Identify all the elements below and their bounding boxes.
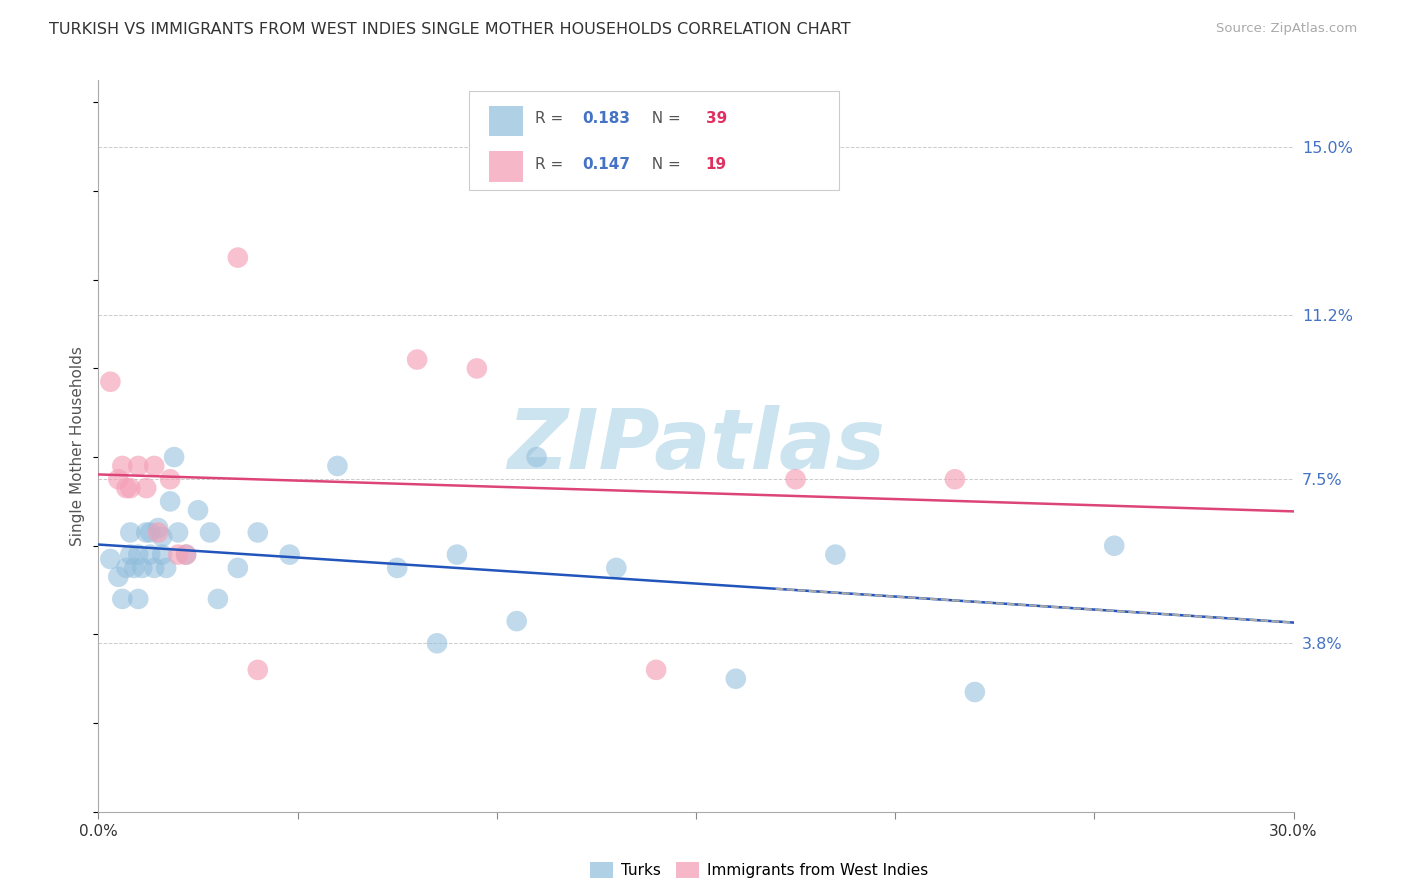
Text: N =: N = bbox=[643, 112, 686, 126]
Point bbox=[605, 561, 627, 575]
Text: 19: 19 bbox=[706, 157, 727, 172]
Point bbox=[963, 685, 986, 699]
Point bbox=[155, 561, 177, 575]
Point bbox=[167, 525, 190, 540]
Point bbox=[150, 530, 173, 544]
Point bbox=[187, 503, 209, 517]
Text: ZIPatlas: ZIPatlas bbox=[508, 406, 884, 486]
Point bbox=[115, 481, 138, 495]
Text: 0.183: 0.183 bbox=[582, 112, 630, 126]
Point bbox=[98, 552, 122, 566]
Point bbox=[465, 361, 488, 376]
Point bbox=[98, 375, 122, 389]
Point bbox=[446, 548, 468, 562]
Point bbox=[326, 458, 349, 473]
Point bbox=[226, 251, 249, 265]
Point bbox=[120, 548, 142, 562]
Point bbox=[1104, 539, 1126, 553]
Point bbox=[167, 548, 190, 562]
Text: R =: R = bbox=[534, 112, 568, 126]
Text: TURKISH VS IMMIGRANTS FROM WEST INDIES SINGLE MOTHER HOUSEHOLDS CORRELATION CHAR: TURKISH VS IMMIGRANTS FROM WEST INDIES S… bbox=[49, 22, 851, 37]
Point bbox=[148, 521, 170, 535]
Point bbox=[943, 472, 966, 486]
Point bbox=[131, 561, 153, 575]
Point bbox=[120, 481, 142, 495]
Point bbox=[724, 672, 747, 686]
Text: 0.147: 0.147 bbox=[582, 157, 630, 172]
Point bbox=[150, 548, 173, 562]
Point bbox=[111, 458, 134, 473]
Point bbox=[824, 548, 846, 562]
FancyBboxPatch shape bbox=[470, 91, 839, 190]
Point bbox=[385, 561, 409, 575]
Point bbox=[174, 548, 197, 562]
FancyBboxPatch shape bbox=[489, 105, 523, 136]
Point bbox=[143, 458, 166, 473]
Point bbox=[127, 458, 149, 473]
Text: Source: ZipAtlas.com: Source: ZipAtlas.com bbox=[1216, 22, 1357, 36]
Point bbox=[278, 548, 301, 562]
Point bbox=[226, 561, 249, 575]
Point bbox=[127, 591, 149, 606]
Point bbox=[148, 525, 170, 540]
Point bbox=[107, 472, 129, 486]
Point bbox=[115, 561, 138, 575]
Point bbox=[163, 450, 186, 464]
Point bbox=[159, 472, 181, 486]
Point bbox=[506, 614, 529, 628]
Point bbox=[127, 548, 149, 562]
Point bbox=[107, 570, 129, 584]
Text: R =: R = bbox=[534, 157, 568, 172]
Point bbox=[406, 352, 429, 367]
Point bbox=[526, 450, 548, 464]
Point bbox=[174, 548, 197, 562]
Point bbox=[207, 591, 229, 606]
Point bbox=[139, 548, 162, 562]
Point bbox=[246, 525, 269, 540]
Point bbox=[139, 525, 162, 540]
Text: N =: N = bbox=[643, 157, 686, 172]
Point bbox=[159, 494, 181, 508]
Point bbox=[124, 561, 146, 575]
Point bbox=[111, 591, 134, 606]
Point bbox=[426, 636, 449, 650]
Point bbox=[785, 472, 807, 486]
Point bbox=[143, 561, 166, 575]
Point bbox=[120, 525, 142, 540]
Point bbox=[198, 525, 221, 540]
Text: 39: 39 bbox=[706, 112, 727, 126]
Point bbox=[246, 663, 269, 677]
Point bbox=[135, 481, 157, 495]
Legend: Turks, Immigrants from West Indies: Turks, Immigrants from West Indies bbox=[585, 856, 934, 884]
FancyBboxPatch shape bbox=[489, 152, 523, 182]
Point bbox=[135, 525, 157, 540]
Point bbox=[645, 663, 668, 677]
Y-axis label: Single Mother Households: Single Mother Households bbox=[70, 346, 86, 546]
